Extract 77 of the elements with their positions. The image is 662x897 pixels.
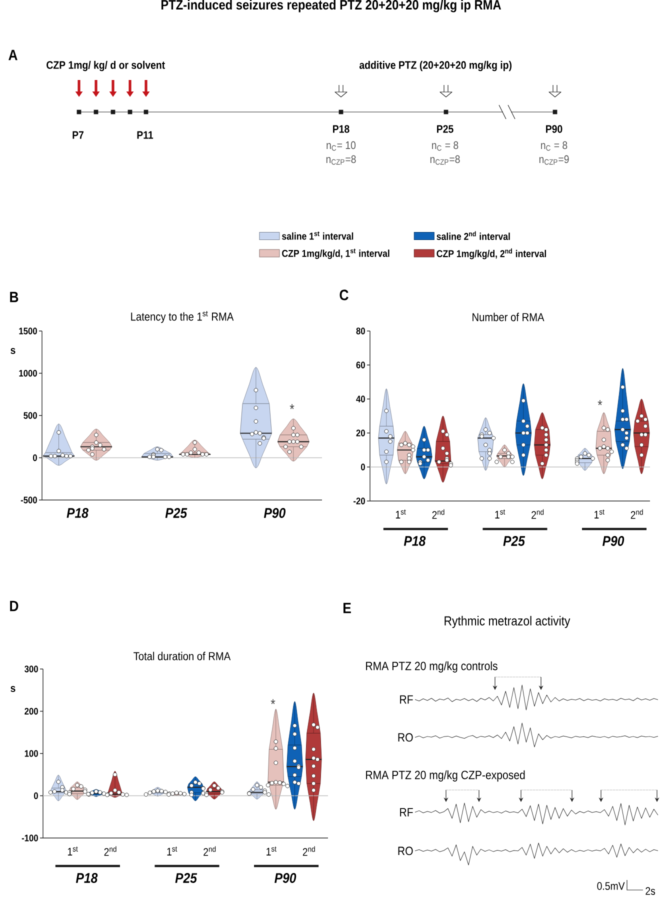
y-axis-title: s [10, 348, 16, 354]
legend-label: CZP 1mg/kg/d, 1$^{st}$ interval [282, 248, 390, 259]
y-tick-label: 0 [32, 454, 37, 462]
y-tick-label: 20 [356, 430, 365, 436]
series-label: RO [398, 733, 413, 742]
y-tick-label: 200 [24, 708, 38, 715]
text: 1$^{st}$ [495, 510, 506, 518]
y-tick-label: -100 [22, 834, 38, 842]
text: 2$^{nd}$ [204, 846, 216, 856]
annotation: * [290, 404, 294, 410]
legend-label: CZP 1mg/kg/d, 2$^{nd}$ interval [436, 248, 546, 260]
text: P90 [546, 125, 562, 133]
text: 0.5mV [597, 882, 625, 890]
text: C [340, 290, 348, 300]
legend-label: saline 1$^{st}$ interval [282, 231, 354, 240]
x-tick-label: P25 [503, 536, 526, 546]
x-tick-label: P18 [404, 536, 426, 546]
y-axis-title: s [10, 686, 16, 692]
text: 2$^{nd}$ [532, 509, 544, 519]
text: 2$^{nd}$ [104, 846, 116, 856]
y-tick-label: 300 [24, 666, 38, 672]
y-tick-label: 1500 [19, 328, 37, 334]
y-tick-label: 60 [356, 362, 365, 368]
y-tick-label: 1000 [19, 370, 37, 377]
text: CZP 1mg/ kg/ d or solvent [46, 60, 165, 72]
x-tick-label: P25 [165, 508, 188, 518]
x-tick-label: P18 [66, 508, 88, 518]
text: 1$^{st}$ [68, 846, 78, 856]
text: D [10, 600, 18, 612]
text: 1$^{st}$ [167, 846, 178, 856]
series-label: RF [400, 808, 413, 816]
text: n$_{C}$ = 8 [541, 141, 568, 151]
x-tick-label: P90 [264, 508, 286, 518]
annotation: * [598, 400, 602, 406]
text: P7 [72, 131, 84, 139]
text: P25 [437, 125, 454, 133]
text: P11 [137, 131, 154, 139]
text: P18 [333, 125, 350, 133]
chart-title: Total duration of RMA [134, 652, 231, 660]
series-label: RF [400, 695, 413, 704]
y-tick-label: 0 [360, 464, 365, 470]
chart-title: Rythmic metrazol activity [444, 616, 570, 628]
text: 2$^{nd}$ [432, 509, 444, 519]
chart-title: Number of RMA [472, 312, 544, 322]
legend-label: saline 2$^{nd}$ interval [436, 231, 510, 240]
text: 1$^{st}$ [266, 846, 276, 856]
series-label: RO [398, 846, 413, 856]
y-tick-label: -20 [354, 498, 365, 504]
text: 2s [646, 887, 656, 895]
text: additive PTZ (20+20+20 mg/kg ip) [359, 60, 512, 72]
y-tick-label: 80 [356, 328, 365, 334]
y-tick-label: 40 [356, 396, 365, 402]
text: 1$^{st}$ [396, 510, 406, 518]
y-tick-label: 0 [34, 792, 38, 800]
x-tick-label: P90 [274, 873, 296, 883]
x-tick-label: P25 [175, 873, 198, 883]
y-tick-label: 500 [24, 412, 37, 419]
text: 2$^{nd}$ [302, 846, 315, 856]
annotation: * [270, 699, 276, 704]
text: n$_{CZP}$=9 [539, 155, 569, 165]
y-tick-label: 100 [24, 750, 38, 757]
text: 2$^{nd}$ [630, 509, 643, 519]
chart-title: RMA PTZ 20 mg/kg CZP-exposed [366, 770, 525, 782]
x-tick-label: P18 [76, 873, 98, 883]
y-tick-label: -500 [20, 496, 37, 504]
text: 1$^{st}$ [594, 510, 604, 518]
text: n$_{C}$ = 8 [432, 141, 458, 151]
text: n$_{CZP}$=8 [326, 155, 356, 165]
text: E [343, 602, 351, 614]
text: n$_{CZP}$=8 [430, 155, 460, 165]
text: A [8, 50, 18, 60]
chart-subtitle: RMA PTZ 20 mg/kg controls [366, 661, 498, 673]
text: B [10, 292, 18, 302]
text: n$_{C}$= 10 [326, 141, 356, 151]
text: PTZ-induced seizures repeated PTZ 20+20+20 mg/kg ip RMA [161, 0, 502, 12]
x-tick-label: P90 [602, 536, 624, 546]
chart-title: Latency to the 1$^{st}$ RMA [131, 311, 234, 323]
